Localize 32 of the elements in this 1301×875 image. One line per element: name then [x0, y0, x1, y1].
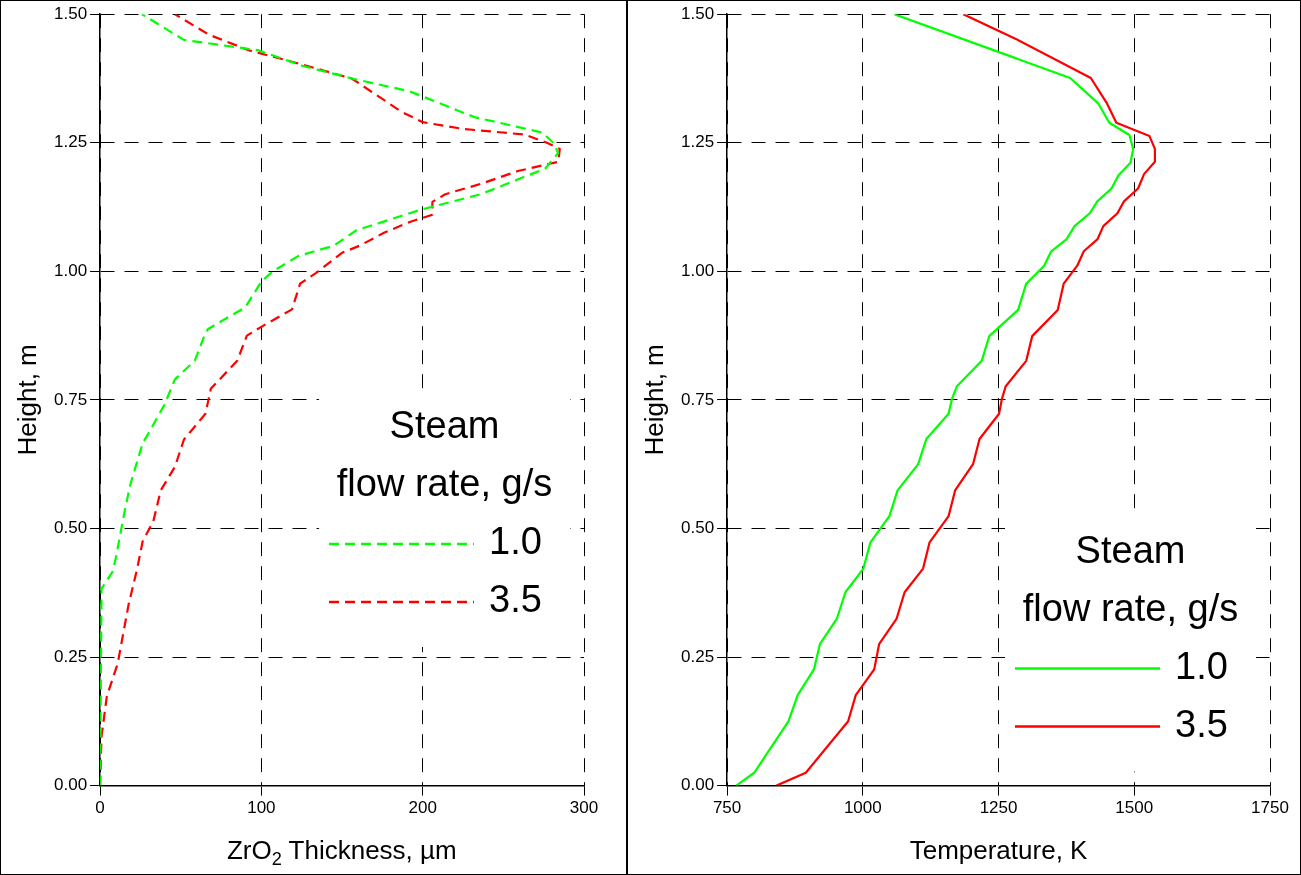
x-tick-label: 1500 [1115, 798, 1154, 818]
x-tick-label: 300 [569, 798, 599, 818]
legend-label: 3.5 [1175, 703, 1228, 746]
x-tick-label: 1250 [979, 798, 1018, 818]
y-axis-title: Height, m [12, 344, 43, 456]
y-tick-label: 1.00 [680, 261, 715, 281]
y-tick-label: 1.50 [53, 3, 88, 23]
legend-label: 1.0 [1175, 645, 1228, 688]
y-tick-label: 0.50 [53, 518, 88, 538]
y-tick-label: 0.75 [680, 389, 715, 409]
y-tick-label: 0.00 [680, 775, 715, 795]
x-tick-label: 1750 [1251, 798, 1289, 818]
legend-label: 1.0 [489, 520, 542, 563]
x-tick-label: 0 [95, 798, 105, 818]
legend-title: Steam flow rate, g/s [1022, 529, 1239, 630]
y-tick-label: 0.75 [53, 389, 88, 409]
y-tick-label: 1.00 [53, 261, 88, 281]
x-tick-label: 750 [712, 798, 742, 818]
x-tick-label: 1000 [843, 798, 882, 818]
y-tick-label: 1.25 [53, 132, 88, 152]
y-tick-label: 1.50 [680, 3, 715, 23]
x-tick-label: 200 [408, 798, 437, 818]
legend-label: 3.5 [489, 578, 542, 621]
y-tick-label: 0.00 [53, 775, 88, 795]
y-tick-label: 0.25 [53, 646, 88, 666]
y-tick-label: 0.25 [680, 646, 715, 666]
x-tick-label: 100 [247, 798, 276, 818]
y-tick-label: 1.25 [680, 132, 715, 152]
x-axis-title: Temperature, K [909, 835, 1089, 866]
legend-title: Steam flow rate, g/s [336, 404, 553, 505]
y-tick-label: 0.50 [680, 518, 715, 538]
y-axis-title: Height, m [639, 344, 670, 456]
